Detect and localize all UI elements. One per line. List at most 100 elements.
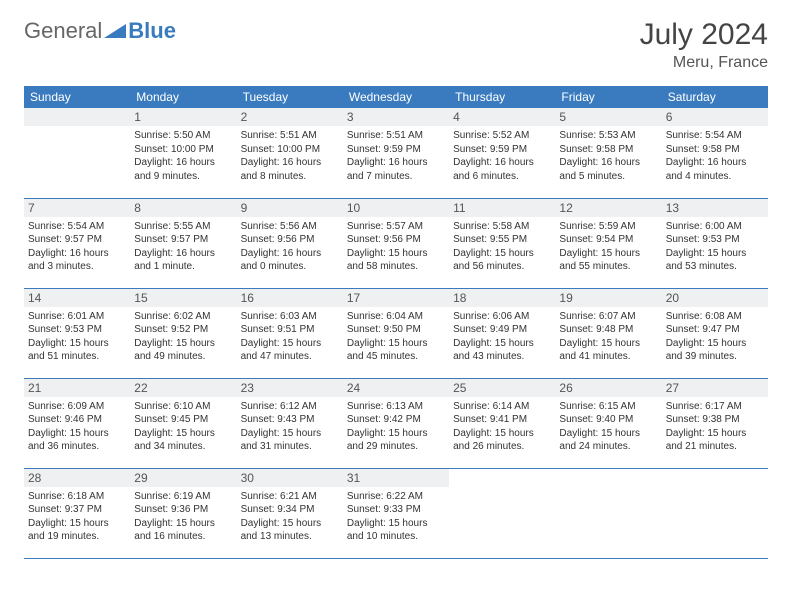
day-number: 8 xyxy=(130,199,236,217)
calendar-cell: 7 Sunrise: 5:54 AMSunset: 9:57 PMDaylight… xyxy=(24,198,130,288)
calendar-cell: 5 Sunrise: 5:53 AMSunset: 9:58 PMDaylight… xyxy=(555,108,661,198)
calendar-cell: 4 Sunrise: 5:52 AMSunset: 9:59 PMDaylight… xyxy=(449,108,555,198)
day-info: Sunrise: 6:02 AMSunset: 9:52 PMDaylight:… xyxy=(134,310,232,364)
calendar-cell: 20Sunrise: 6:08 AMSunset: 9:47 PMDayligh… xyxy=(662,288,768,378)
calendar-cell: 27 Sunrise: 6:17 AMSunset: 9:38 PMDayligh… xyxy=(662,378,768,468)
day-info: Sunrise: 5:57 AMSunset: 9:56 PMDaylight:… xyxy=(347,220,445,274)
calendar-table: SundayMondayTuesdayWednesdayThursdayFrid… xyxy=(24,86,768,559)
calendar-row: 1 Sunrise: 5:50 AMSunset: 10:00 PMDayligh… xyxy=(24,108,768,198)
calendar-row: 21 Sunrise: 6:09 AMSunset: 9:46 PMDayligh… xyxy=(24,378,768,468)
day-number: 12 xyxy=(555,199,661,217)
day-number: 4 xyxy=(449,108,555,126)
weekday-header-row: SundayMondayTuesdayWednesdayThursdayFrid… xyxy=(24,86,768,108)
day-number: 2 xyxy=(237,108,343,126)
day-info: Sunrise: 6:04 AMSunset: 9:50 PMDaylight:… xyxy=(347,310,445,364)
day-info: Sunrise: 6:12 AMSunset: 9:43 PMDaylight:… xyxy=(241,400,339,454)
day-number: 22 xyxy=(130,379,236,397)
weekday-header: Tuesday xyxy=(237,86,343,108)
calendar-cell: 12Sunrise: 5:59 AMSunset: 9:54 PMDayligh… xyxy=(555,198,661,288)
day-number: 30 xyxy=(237,469,343,487)
day-number: 9 xyxy=(237,199,343,217)
weekday-header: Friday xyxy=(555,86,661,108)
calendar-cell: 26 Sunrise: 6:15 AMSunset: 9:40 PMDayligh… xyxy=(555,378,661,468)
weekday-header: Saturday xyxy=(662,86,768,108)
day-info: Sunrise: 6:13 AMSunset: 9:42 PMDaylight:… xyxy=(347,400,445,454)
day-number: 31 xyxy=(343,469,449,487)
day-info: Sunrise: 5:54 AMSunset: 9:57 PMDaylight:… xyxy=(28,220,126,274)
calendar-cell: 22 Sunrise: 6:10 AMSunset: 9:45 PMDayligh… xyxy=(130,378,236,468)
day-number: 28 xyxy=(24,469,130,487)
calendar-cell: 8 Sunrise: 5:55 AMSunset: 9:57 PMDaylight… xyxy=(130,198,236,288)
day-info: Sunrise: 6:07 AMSunset: 9:48 PMDaylight:… xyxy=(559,310,657,364)
calendar-cell: 2 Sunrise: 5:51 AMSunset: 10:00 PMDayligh… xyxy=(237,108,343,198)
day-number: 23 xyxy=(237,379,343,397)
day-number: 26 xyxy=(555,379,661,397)
day-info: Sunrise: 6:10 AMSunset: 9:45 PMDaylight:… xyxy=(134,400,232,454)
month-title: July 2024 xyxy=(640,18,768,52)
day-info: Sunrise: 6:03 AMSunset: 9:51 PMDaylight:… xyxy=(241,310,339,364)
logo-text-blue: Blue xyxy=(128,18,176,44)
day-number: 21 xyxy=(24,379,130,397)
day-info: Sunrise: 6:17 AMSunset: 9:38 PMDaylight:… xyxy=(666,400,764,454)
day-number: 24 xyxy=(343,379,449,397)
calendar-cell: 14 Sunrise: 6:01 AMSunset: 9:53 PMDayligh… xyxy=(24,288,130,378)
calendar-cell: 19 Sunrise: 6:07 AMSunset: 9:48 PMDayligh… xyxy=(555,288,661,378)
calendar-cell: 15Sunrise: 6:02 AMSunset: 9:52 PMDayligh… xyxy=(130,288,236,378)
calendar-cell: 23 Sunrise: 6:12 AMSunset: 9:43 PMDayligh… xyxy=(237,378,343,468)
calendar-cell: 28 Sunrise: 6:18 AMSunset: 9:37 PMDayligh… xyxy=(24,468,130,558)
logo-triangle-icon xyxy=(104,18,126,44)
day-info: Sunrise: 5:55 AMSunset: 9:57 PMDaylight:… xyxy=(134,220,232,274)
calendar-cell: 29 Sunrise: 6:19 AMSunset: 9:36 PMDayligh… xyxy=(130,468,236,558)
day-info: Sunrise: 5:52 AMSunset: 9:59 PMDaylight:… xyxy=(453,129,551,183)
calendar-cell: 24 Sunrise: 6:13 AMSunset: 9:42 PMDayligh… xyxy=(343,378,449,468)
day-number: 1 xyxy=(130,108,236,126)
day-number: 25 xyxy=(449,379,555,397)
day-number: 20 xyxy=(662,289,768,307)
title-block: July 2024 Meru, France xyxy=(640,18,768,72)
day-number: 7 xyxy=(24,199,130,217)
day-info: Sunrise: 5:51 AMSunset: 9:59 PMDaylight:… xyxy=(347,129,445,183)
calendar-cell: 17 Sunrise: 6:04 AMSunset: 9:50 PMDayligh… xyxy=(343,288,449,378)
day-info: Sunrise: 6:09 AMSunset: 9:46 PMDaylight:… xyxy=(28,400,126,454)
logo: General Blue xyxy=(24,18,176,44)
calendar-body: 1 Sunrise: 5:50 AMSunset: 10:00 PMDayligh… xyxy=(24,108,768,558)
calendar-row: 7 Sunrise: 5:54 AMSunset: 9:57 PMDaylight… xyxy=(24,198,768,288)
calendar-cell: 6Sunrise: 5:54 AMSunset: 9:58 PMDaylight… xyxy=(662,108,768,198)
day-info: Sunrise: 5:53 AMSunset: 9:58 PMDaylight:… xyxy=(559,129,657,183)
day-number: 5 xyxy=(555,108,661,126)
day-number: 17 xyxy=(343,289,449,307)
calendar-cell: 13Sunrise: 6:00 AMSunset: 9:53 PMDayligh… xyxy=(662,198,768,288)
day-info: Sunrise: 5:54 AMSunset: 9:58 PMDaylight:… xyxy=(666,129,764,183)
day-number: 19 xyxy=(555,289,661,307)
day-info: Sunrise: 6:22 AMSunset: 9:33 PMDaylight:… xyxy=(347,490,445,544)
calendar-cell: 31 Sunrise: 6:22 AMSunset: 9:33 PMDayligh… xyxy=(343,468,449,558)
header: General Blue July 2024 Meru, France xyxy=(24,18,768,72)
calendar-cell: 3Sunrise: 5:51 AMSunset: 9:59 PMDaylight… xyxy=(343,108,449,198)
calendar-cell: 16 Sunrise: 6:03 AMSunset: 9:51 PMDayligh… xyxy=(237,288,343,378)
day-number: 27 xyxy=(662,379,768,397)
weekday-header: Thursday xyxy=(449,86,555,108)
location: Meru, France xyxy=(640,54,768,72)
day-number: 29 xyxy=(130,469,236,487)
calendar-cell xyxy=(24,108,130,198)
day-info: Sunrise: 5:58 AMSunset: 9:55 PMDaylight:… xyxy=(453,220,551,274)
day-number: 16 xyxy=(237,289,343,307)
day-info: Sunrise: 6:15 AMSunset: 9:40 PMDaylight:… xyxy=(559,400,657,454)
calendar-row: 28 Sunrise: 6:18 AMSunset: 9:37 PMDayligh… xyxy=(24,468,768,558)
calendar-cell: 21 Sunrise: 6:09 AMSunset: 9:46 PMDayligh… xyxy=(24,378,130,468)
day-info: Sunrise: 6:18 AMSunset: 9:37 PMDaylight:… xyxy=(28,490,126,544)
day-number: 18 xyxy=(449,289,555,307)
day-info: Sunrise: 5:56 AMSunset: 9:56 PMDaylight:… xyxy=(241,220,339,274)
day-number: 14 xyxy=(24,289,130,307)
day-info: Sunrise: 6:14 AMSunset: 9:41 PMDaylight:… xyxy=(453,400,551,454)
day-info: Sunrise: 5:50 AMSunset: 10:00 PMDaylight… xyxy=(134,129,232,183)
calendar-row: 14 Sunrise: 6:01 AMSunset: 9:53 PMDayligh… xyxy=(24,288,768,378)
day-info: Sunrise: 6:00 AMSunset: 9:53 PMDaylight:… xyxy=(666,220,764,274)
day-info: Sunrise: 6:01 AMSunset: 9:53 PMDaylight:… xyxy=(28,310,126,364)
day-info: Sunrise: 5:51 AMSunset: 10:00 PMDaylight… xyxy=(241,129,339,183)
calendar-cell xyxy=(449,468,555,558)
weekday-header: Monday xyxy=(130,86,236,108)
day-info: Sunrise: 6:19 AMSunset: 9:36 PMDaylight:… xyxy=(134,490,232,544)
calendar-cell: 10Sunrise: 5:57 AMSunset: 9:56 PMDayligh… xyxy=(343,198,449,288)
day-number: 11 xyxy=(449,199,555,217)
